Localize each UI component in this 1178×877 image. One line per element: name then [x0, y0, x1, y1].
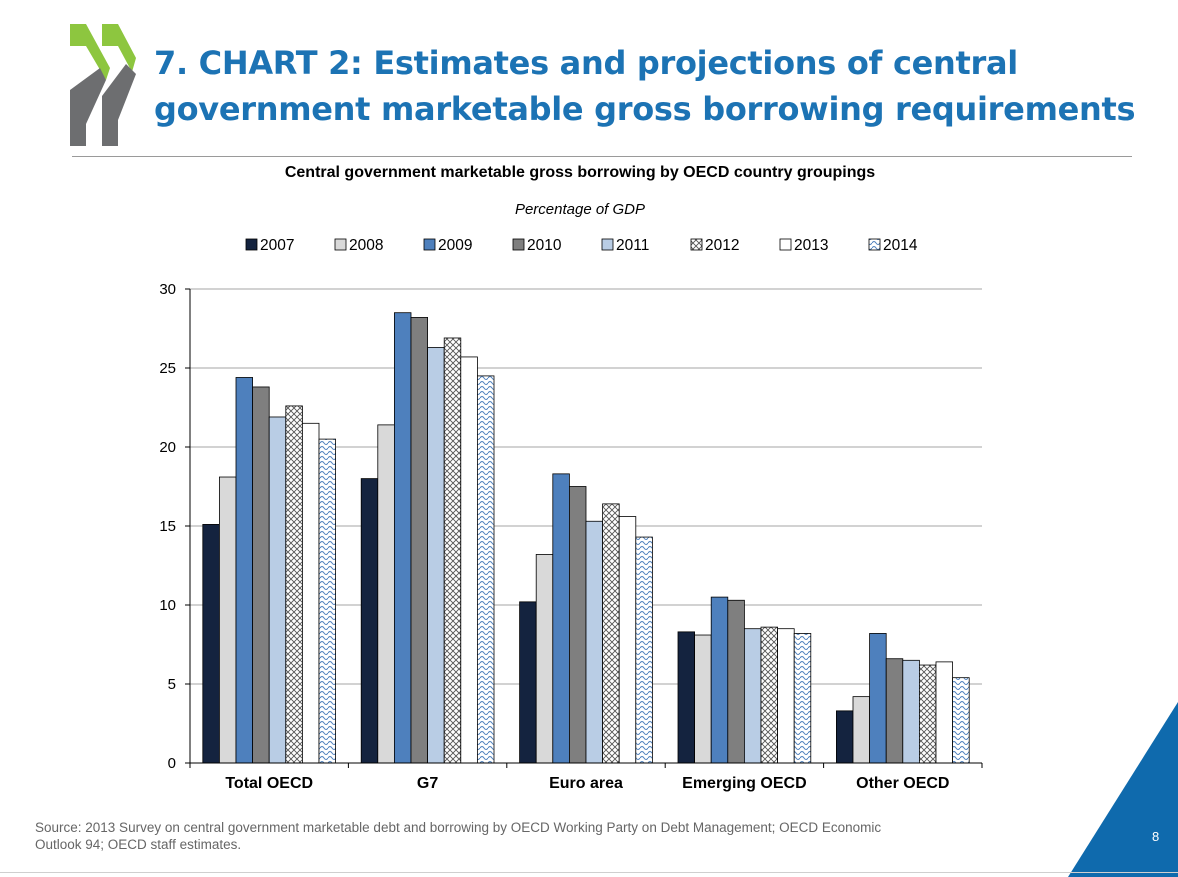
bottom-divider	[0, 872, 1178, 873]
bar-2014-1	[476, 375, 495, 764]
bar-2014-2	[635, 536, 653, 764]
legend-label-2012: 2012	[705, 237, 739, 254]
bar-2013-3	[777, 628, 795, 764]
legend-swatch-2014	[868, 238, 881, 251]
y-tick-label: 25	[159, 360, 176, 377]
bar-2013-1	[460, 356, 478, 764]
legend-swatch-2007	[245, 238, 258, 251]
y-tick-label: 20	[159, 439, 176, 456]
bar-2011-2	[585, 520, 604, 764]
bar-2009-4	[869, 633, 887, 764]
bar-2011-1	[427, 347, 445, 764]
x-tick-label: G7	[417, 775, 438, 792]
bar-2014-3	[793, 633, 812, 764]
source-note-line2: Outlook 94; OECD staff estimates.	[35, 837, 242, 852]
bar-2012-4	[919, 664, 937, 764]
bar-2007-4	[836, 710, 854, 764]
bar-2010-0	[252, 386, 270, 764]
legend-swatch-2012	[690, 238, 703, 251]
source-note-line1: Source: 2013 Survey on central governmen…	[35, 820, 882, 835]
chart-subtitle: Percentage of GDP	[514, 201, 646, 218]
legend-label-2008: 2008	[349, 237, 383, 254]
logo-chevron-green-right	[102, 24, 136, 72]
legend-label-2010: 2010	[527, 237, 562, 254]
slide-title-line1: 7. CHART 2: Estimates and projections of…	[154, 44, 1018, 82]
bar-2013-0	[301, 422, 320, 764]
bar-2014-4	[952, 677, 970, 764]
logo-chevron-green-left	[70, 24, 110, 80]
logo-chevron-gray-right	[102, 64, 136, 146]
y-tick-label: 5	[168, 676, 176, 693]
bar-2008-1	[377, 424, 395, 764]
logo-chevron-gray-left	[70, 68, 106, 146]
bar-2012-1	[443, 337, 462, 764]
bar-2011-0	[268, 416, 287, 764]
bar-2012-2	[602, 503, 620, 764]
chart-title: Central government marketable gross borr…	[284, 164, 876, 181]
oecd-logo-chevrons	[70, 24, 136, 146]
legend-label-2009: 2009	[438, 237, 472, 254]
bar-2008-0	[218, 476, 237, 764]
y-tick-label: 10	[159, 597, 176, 614]
x-tick-label: Other OECD	[856, 775, 949, 792]
legend-swatch-2011	[601, 238, 614, 251]
bar-2010-3	[727, 599, 745, 764]
bar-2008-3	[694, 634, 712, 764]
slide-title-line2: government marketable gross borrowing re…	[154, 90, 1136, 128]
corner-triangle-decoration	[1068, 702, 1178, 877]
bar-2011-3	[744, 628, 762, 764]
slide-title: 7. CHART 2: Estimates and projections of…	[154, 40, 1136, 132]
source-note: Source: 2013 Survey on central governmen…	[35, 819, 1095, 853]
bar-2013-2	[618, 516, 637, 764]
page-number: 8	[1152, 829, 1160, 844]
legend-swatch-2013	[779, 238, 792, 251]
bar-2007-1	[360, 478, 379, 764]
y-tick-label: 0	[168, 755, 176, 772]
bar-2009-0	[235, 377, 254, 764]
legend-swatch-2008	[334, 238, 347, 251]
bar-2010-2	[569, 486, 587, 764]
legend-swatch-2009	[423, 238, 436, 251]
y-tick-label: 30	[159, 281, 176, 298]
axes	[189, 289, 983, 768]
legend-swatch-2010	[512, 238, 525, 251]
x-axis-labels: Total OECD G7 Euro area Emerging OECD Other …	[225, 775, 949, 792]
bar-2008-4	[852, 696, 871, 764]
bar-2011-4	[902, 659, 920, 764]
legend-label-2014: 2014	[883, 237, 918, 254]
legend-label-2011: 2011	[616, 237, 649, 254]
legend-label-2007: 2007	[260, 237, 294, 254]
bar-2008-2	[535, 554, 554, 764]
legend-label-2013: 2013	[794, 237, 828, 254]
bar-2007-0	[202, 524, 220, 764]
bar-2012-0	[285, 405, 303, 764]
x-tick-label: Euro area	[549, 775, 623, 792]
title-divider	[72, 156, 1132, 157]
bar-2013-4	[935, 661, 954, 764]
y-tick-label: 15	[159, 518, 176, 535]
x-tick-label: Total OECD	[225, 775, 313, 792]
bar-2009-1	[393, 312, 412, 764]
bar-2010-4	[885, 658, 904, 764]
bar-2007-2	[519, 601, 537, 764]
bar-2014-0	[318, 438, 337, 764]
bar-2010-1	[410, 317, 429, 764]
bar-2007-3	[677, 631, 696, 764]
bar-2012-3	[760, 626, 779, 764]
bars	[202, 312, 970, 764]
bar-2009-2	[552, 473, 570, 764]
bar-2009-3	[710, 596, 729, 764]
y-axis-ticks: 0 5 10 15 20 25 30	[159, 281, 190, 772]
x-tick-label: Emerging OECD	[682, 775, 806, 792]
chart-legend: 2007 2008 2009 2010 2011 2012 2013 2014	[245, 237, 918, 254]
